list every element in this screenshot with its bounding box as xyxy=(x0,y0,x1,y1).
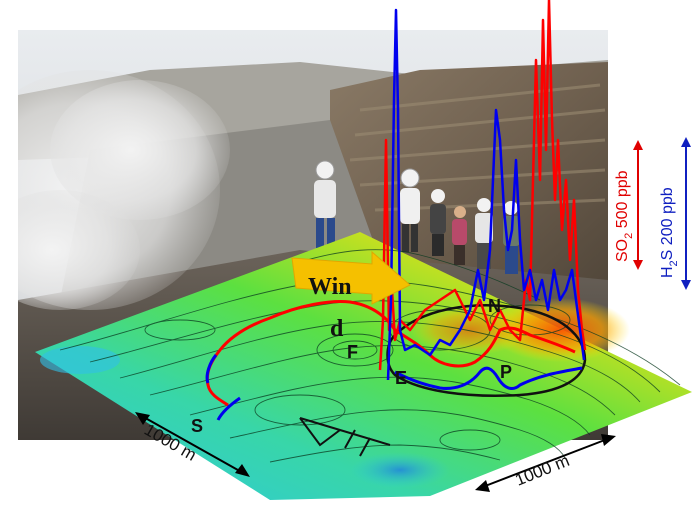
wind-label-line1: Win xyxy=(308,274,352,300)
wind-label-line2: d xyxy=(330,316,344,342)
point-label-f: F xyxy=(347,342,358,362)
point-label-e: E xyxy=(395,368,407,388)
hiker xyxy=(430,189,446,256)
point-label-n: N xyxy=(488,296,501,316)
point-label-p: P xyxy=(500,362,512,382)
legend-so2-label: SO2 500 ppb xyxy=(614,170,635,262)
legend-so2: SO2 500 ppb xyxy=(614,140,643,270)
legend-h2s-label: H2S 200 ppb xyxy=(659,187,680,278)
legend-h2s: H2S 200 ppb xyxy=(659,137,691,290)
point-label-s: S xyxy=(191,416,203,436)
